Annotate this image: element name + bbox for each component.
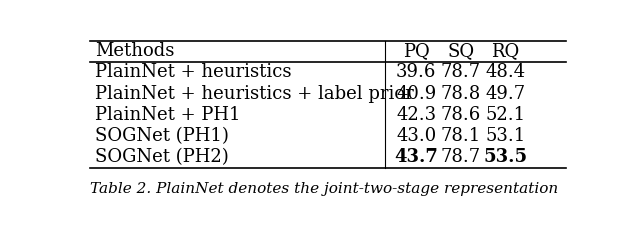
Text: 53.5: 53.5 [483, 148, 527, 166]
Text: 48.4: 48.4 [486, 63, 525, 81]
Text: 78.6: 78.6 [441, 106, 481, 124]
Text: SOGNet (PH2): SOGNet (PH2) [95, 148, 228, 166]
Text: 43.0: 43.0 [396, 127, 436, 145]
Text: RQ: RQ [492, 42, 520, 60]
Text: PlainNet + PH1: PlainNet + PH1 [95, 106, 241, 124]
Text: SOGNet (PH1): SOGNet (PH1) [95, 127, 228, 145]
Text: Table 2. PlainNet denotes the joint-two-stage representation: Table 2. PlainNet denotes the joint-two-… [90, 182, 558, 196]
Text: 42.3: 42.3 [396, 106, 436, 124]
Text: 49.7: 49.7 [486, 85, 525, 103]
Text: 40.9: 40.9 [396, 85, 436, 103]
Text: 43.7: 43.7 [394, 148, 438, 166]
Text: 78.7: 78.7 [441, 63, 481, 81]
Text: SQ: SQ [447, 42, 474, 60]
Text: 39.6: 39.6 [396, 63, 436, 81]
Text: 78.7: 78.7 [441, 148, 481, 166]
Text: 53.1: 53.1 [486, 127, 525, 145]
Text: PQ: PQ [403, 42, 429, 60]
Text: 78.1: 78.1 [441, 127, 481, 145]
Text: Methods: Methods [95, 42, 174, 60]
Text: 78.8: 78.8 [441, 85, 481, 103]
Text: PlainNet + heuristics: PlainNet + heuristics [95, 63, 291, 81]
Text: PlainNet + heuristics + label prior: PlainNet + heuristics + label prior [95, 85, 413, 103]
Text: 52.1: 52.1 [486, 106, 525, 124]
